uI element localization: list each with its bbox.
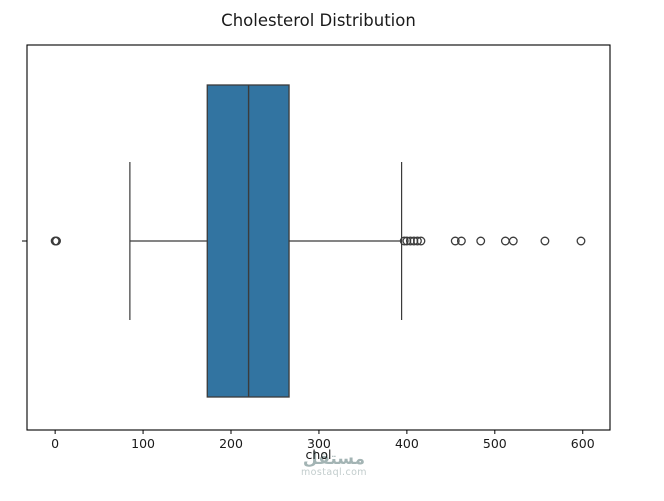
x-tick-label: 400 bbox=[395, 436, 419, 451]
x-tick-label: 500 bbox=[483, 436, 507, 451]
outlier-marker bbox=[500, 236, 510, 246]
chart-title: Cholesterol Distribution bbox=[221, 11, 416, 30]
outlier-marker bbox=[450, 236, 460, 246]
x-tick-label: 200 bbox=[219, 436, 243, 451]
x-tick-label: 0 bbox=[51, 436, 59, 451]
x-tick-label: 300 bbox=[307, 436, 331, 451]
outlier-marker bbox=[399, 236, 409, 246]
outlier-marker bbox=[412, 236, 422, 246]
outlier-marker bbox=[508, 236, 518, 246]
outlier-marker bbox=[456, 236, 466, 246]
outlier-marker bbox=[416, 236, 426, 246]
outlier-marker bbox=[476, 236, 486, 246]
x-tick-label: 600 bbox=[571, 436, 595, 451]
outlier-marker bbox=[52, 236, 61, 246]
x-tick-label: 100 bbox=[131, 436, 155, 451]
outlier-marker bbox=[540, 236, 550, 246]
outlier-marker bbox=[576, 236, 586, 246]
x-axis-label: chol bbox=[305, 447, 332, 462]
axes-frame bbox=[26, 44, 611, 431]
